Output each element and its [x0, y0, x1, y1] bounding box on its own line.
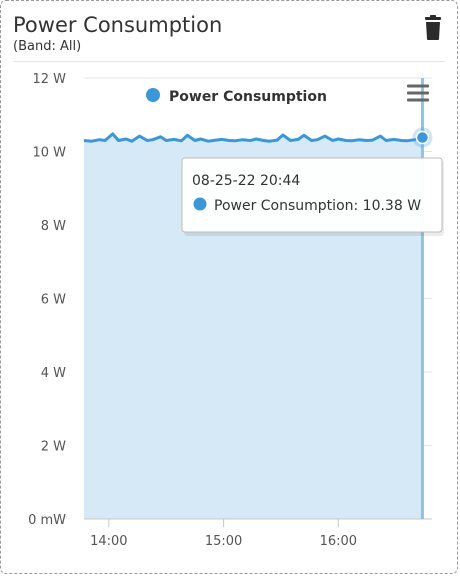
tooltip-time: 08-25-22 20:44	[192, 173, 300, 189]
y-tick-label: 2 W	[41, 440, 66, 455]
y-tick-label: 6 W	[41, 293, 66, 308]
widget-subtitle: (Band: All)	[13, 39, 82, 54]
menu-bar	[407, 91, 429, 95]
menu-bar	[407, 84, 429, 88]
y-tick-label: 8 W	[41, 219, 66, 234]
header-divider	[13, 61, 445, 62]
legend-marker	[146, 88, 160, 102]
x-tick-label: 16:00	[320, 534, 357, 549]
tooltip-marker	[193, 197, 207, 211]
x-tick-label: 14:00	[90, 534, 127, 549]
y-tick-label: 10 W	[32, 146, 66, 161]
widget-title: Power Consumption	[13, 13, 223, 37]
menu-bar	[407, 98, 429, 102]
tooltip-value: Power Consumption: 10.38 W	[214, 198, 421, 214]
y-tick-label: 12 W	[32, 72, 66, 87]
y-tick-label: 4 W	[41, 366, 66, 381]
y-tick-label: 0 mW	[28, 513, 66, 528]
x-tick-label: 15:00	[205, 534, 242, 549]
trash-icon-graphic	[425, 15, 441, 40]
tooltip-box	[181, 157, 443, 233]
trash-icon[interactable]	[421, 15, 445, 41]
hamburger-menu-icon[interactable]	[407, 84, 429, 102]
legend-label: Power Consumption	[169, 89, 327, 105]
series-line	[83, 132, 423, 143]
hover-point	[415, 130, 430, 145]
